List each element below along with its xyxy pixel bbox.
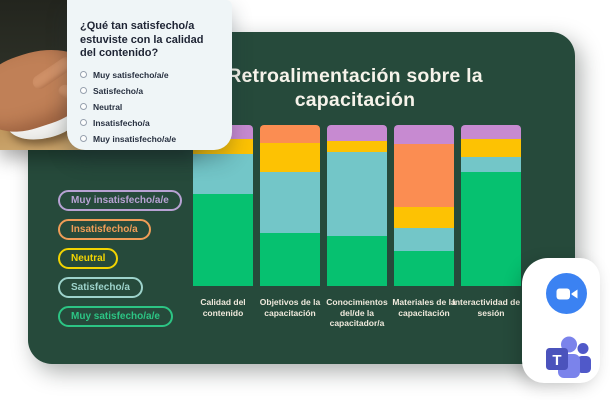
bar-segment xyxy=(193,153,253,195)
bar-segment xyxy=(394,207,454,229)
bar-segment xyxy=(193,194,253,286)
survey-card: ¿Qué tan satisfecho/a estuviste con la c… xyxy=(67,0,232,150)
bar-segment xyxy=(260,142,320,172)
bar-segment xyxy=(461,125,521,140)
stacked-bar xyxy=(260,125,320,286)
radio-icon[interactable] xyxy=(80,103,87,110)
teams-logo-glyph: T xyxy=(546,336,591,378)
bar-segment xyxy=(327,141,387,153)
survey-options: Muy satisfecho/a/e Satisfecho/a Neutral Ins… xyxy=(80,70,220,144)
survey-question: ¿Qué tan satisfecho/a estuviste con la c… xyxy=(80,20,204,59)
feedback-panel: Retroalimentación sobre la capacitación … xyxy=(28,32,575,364)
radio-icon[interactable] xyxy=(80,71,87,78)
category-label: Interactividad de la sesión xyxy=(452,297,530,318)
bar-segment xyxy=(394,144,454,208)
category-label: Calidad del contenido xyxy=(200,297,246,318)
chart-legend: Muy insatisfecho/a/e Insatisfecho/a Neutra… xyxy=(58,190,182,327)
video-camera-glyph xyxy=(556,288,577,299)
bar-segment xyxy=(327,236,387,286)
bar-segment xyxy=(394,125,454,145)
legend-pill: Satisfecho/a xyxy=(58,277,143,298)
zoom-icon[interactable] xyxy=(546,273,587,314)
radio-icon[interactable] xyxy=(80,119,87,126)
category-label: Conocimientos del/de la capacitador/a xyxy=(326,297,388,328)
survey-option[interactable]: Satisfecho/a xyxy=(80,86,220,96)
category-label: Objetivos de la capacitación xyxy=(259,297,321,318)
bar-segment xyxy=(394,250,454,286)
bar-segment xyxy=(260,232,320,286)
bar-segment xyxy=(260,171,320,233)
survey-option-label: Muy insatisfecho/a/e xyxy=(93,133,177,144)
legend-pill: Muy satisfecho/a/e xyxy=(58,306,173,327)
survey-option-label: Satisfecho/a xyxy=(93,85,144,96)
bar-segment xyxy=(327,152,387,237)
panel-title-text: Retroalimentación sobre la capacitación xyxy=(227,65,483,111)
legend-pill: Muy insatisfecho/a/e xyxy=(58,190,182,211)
survey-option[interactable]: Neutral xyxy=(80,102,220,112)
stacked-bar xyxy=(327,125,387,286)
survey-option[interactable]: Muy satisfecho/a/e xyxy=(80,70,220,80)
panel-title: Retroalimentación sobre la capacitación xyxy=(185,64,525,112)
survey-option-label: Muy satisfecho/a/e xyxy=(93,69,169,80)
radio-icon[interactable] xyxy=(80,87,87,94)
survey-option-label: Neutral xyxy=(93,101,123,112)
survey-option-label: Insatisfecho/a xyxy=(93,117,150,128)
survey-option[interactable]: Insatisfecho/a xyxy=(80,118,220,128)
survey-option[interactable]: Muy insatisfecho/a/e xyxy=(80,134,220,144)
teams-icon[interactable]: T xyxy=(544,335,592,380)
legend-pill: Insatisfecho/a xyxy=(58,219,151,240)
bar-segment xyxy=(327,125,387,142)
svg-text:T: T xyxy=(552,352,561,369)
stacked-bar xyxy=(461,125,521,286)
bar-segment xyxy=(461,157,521,172)
bar-segment xyxy=(461,171,521,286)
bar-segment xyxy=(260,125,320,143)
bar-segment xyxy=(394,228,454,251)
stacked-bar xyxy=(394,125,454,286)
category-label: Materiales de la capacitación xyxy=(392,297,456,318)
app-icons-card: T xyxy=(522,258,600,383)
radio-icon[interactable] xyxy=(80,135,87,142)
bar-segment xyxy=(461,139,521,158)
legend-pill: Neutral xyxy=(58,248,119,269)
